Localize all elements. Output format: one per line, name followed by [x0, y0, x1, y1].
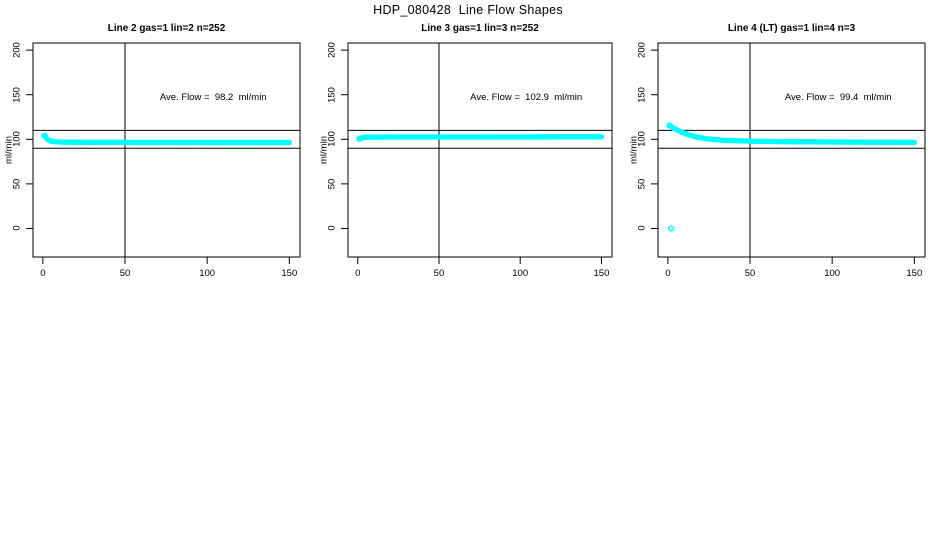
y-tick-label: 0 [326, 225, 338, 232]
y-tick-label: 50 [636, 178, 648, 190]
first-data-point [41, 132, 48, 139]
data-point [911, 139, 918, 146]
plot-canvas [26, 42, 926, 264]
y-tick-label: 0 [636, 225, 648, 232]
x-tick-label: 50 [744, 268, 756, 279]
y-tick-label: 200 [326, 42, 338, 59]
ave-flow-annotation-2: Ave. Flow = 102.9 ml/min [470, 92, 583, 103]
panel-title-2: Line 3 gas=1 lin=3 n=252 [421, 23, 539, 34]
y-axis-label-1: ml/min [3, 136, 15, 164]
data-point [286, 139, 293, 146]
main-title: HDP_080428 Line Flow Shapes [373, 3, 563, 17]
panel-box [347, 42, 613, 258]
x-tick-label: 150 [593, 268, 610, 279]
x-tick-label: 100 [512, 268, 529, 279]
y-tick-label: 50 [11, 178, 23, 190]
y-tick-label: 150 [11, 86, 23, 103]
x-tick-label: 100 [824, 268, 841, 279]
x-tick-label: 0 [40, 268, 46, 279]
ave-flow-annotation-3: Ave. Flow = 99.4 ml/min [784, 92, 892, 103]
y-axis-label-2: ml/min [318, 136, 330, 164]
x-tick-label: 100 [199, 268, 216, 279]
first-data-point [356, 135, 363, 142]
y-tick-label: 200 [11, 42, 23, 59]
x-tick-label: 0 [665, 268, 671, 279]
y-tick-label: 0 [11, 225, 23, 232]
y-tick-label: 50 [326, 178, 338, 190]
y-tick-label: 150 [636, 86, 648, 103]
panel-title-3: Line 4 (LT) gas=1 lin=4 n=3 [727, 23, 856, 34]
ave-flow-annotation-1: Ave. Flow = 98.2 ml/min [159, 92, 267, 103]
panel-title-1: Line 2 gas=1 lin=2 n=252 [107, 23, 226, 34]
y-tick-label: 150 [326, 86, 338, 103]
panel-box [32, 42, 301, 258]
x-tick-label: 150 [281, 268, 298, 279]
x-tick-label: 50 [119, 268, 131, 279]
x-tick-label: 150 [906, 268, 923, 279]
x-tick-label: 0 [355, 268, 361, 279]
panel-box [657, 42, 926, 258]
y-axis-label-3: ml/min [628, 136, 640, 164]
y-tick-label: 200 [636, 42, 648, 59]
data-point [598, 134, 605, 140]
outlier-point [667, 225, 675, 232]
x-tick-label: 50 [433, 268, 445, 279]
first-data-point [666, 122, 673, 129]
